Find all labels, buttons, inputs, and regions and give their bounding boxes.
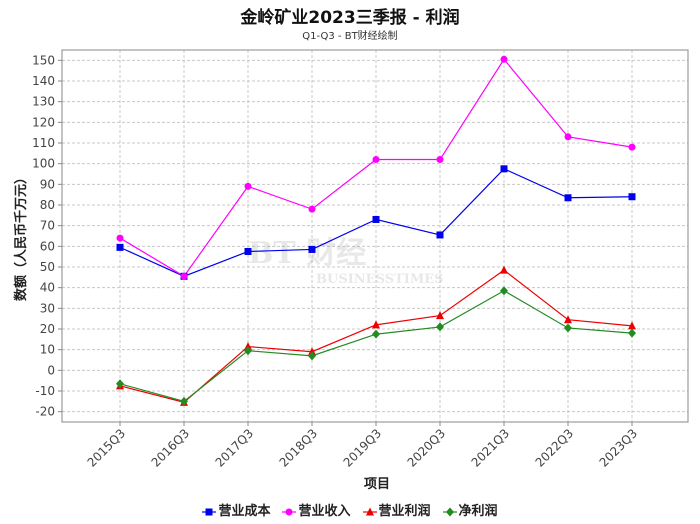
data-point [116, 243, 124, 251]
y-tick-label: 130 [32, 95, 55, 109]
data-point [308, 245, 316, 253]
y-tick-label: 10 [40, 343, 55, 357]
legend-label: 净利润 [458, 504, 498, 519]
y-tick-label: 140 [32, 74, 55, 88]
x-tick-label: 2019Q3 [341, 426, 385, 470]
y-tick-label: 0 [47, 363, 55, 377]
data-point [436, 322, 444, 332]
y-axis-label: 数额（人民币千万元） [13, 171, 29, 301]
svg-text:BUSINESSTIMES: BUSINESSTIMES [316, 272, 444, 287]
legend-marker-icon [442, 507, 457, 516]
data-point [308, 347, 316, 356]
y-tick-label: 150 [32, 53, 55, 67]
data-point [500, 265, 508, 274]
x-tick-label: 2020Q3 [405, 426, 449, 470]
x-axis-label: 项目 [364, 477, 390, 492]
plot-frame [61, 49, 689, 423]
x-tick-label: 2017Q3 [213, 426, 257, 470]
data-point [308, 351, 316, 361]
legend-marker-icon [362, 507, 377, 515]
legend-label: 营业成本 [218, 504, 271, 519]
data-point [436, 231, 444, 239]
data-point [500, 55, 508, 63]
legend-label: 营业收入 [298, 504, 351, 519]
data-point [500, 286, 508, 296]
data-point [436, 156, 444, 164]
data-point [244, 342, 252, 351]
legend-item: 营业成本 [202, 500, 270, 519]
data-point [372, 156, 380, 164]
data-point [628, 193, 636, 201]
y-tick-label: -10 [35, 384, 55, 398]
legend-item: 净利润 [442, 500, 498, 519]
data-point [244, 182, 252, 190]
y-tick-label: 90 [40, 177, 55, 191]
y-tick-label: -20 [35, 405, 55, 419]
bt-watermark: BT 财经 BUSINESSTIMES [248, 236, 444, 287]
legend-item: 营业收入 [282, 500, 351, 519]
y-tick-label: 60 [40, 239, 55, 253]
data-point [628, 328, 636, 338]
y-tick-label: 80 [40, 198, 55, 212]
data-point [372, 215, 380, 223]
data-point [564, 323, 572, 333]
y-tick-label: 40 [40, 281, 55, 295]
data-point [564, 315, 572, 324]
x-tick-label: 2021Q3 [469, 426, 513, 470]
x-tick-label: 2022Q3 [533, 426, 577, 470]
legend-label: 营业利润 [378, 504, 431, 519]
data-point [244, 248, 252, 255]
x-tick-label: 2018Q3 [277, 426, 321, 470]
y-tick-label: 120 [32, 115, 55, 129]
data-point [628, 143, 636, 151]
chart-title: 金岭矿业2023三季报 - 利润 [240, 8, 460, 28]
series-markers [116, 55, 636, 406]
data-point [628, 321, 636, 330]
data-point [244, 346, 252, 356]
x-tick-label: 2023Q3 [597, 426, 641, 470]
y-tick-label: 30 [40, 301, 55, 315]
legend: 营业成本 营业收入 营业利润 净利润 [0, 500, 700, 519]
x-axis-ticks: 2015Q3 2016Q3 2017Q3 2018Q3 2019Q3 2020Q3 2021… [85, 422, 641, 470]
data-point [436, 311, 444, 320]
data-point [116, 379, 124, 389]
chart-area: BT 财经 BUSINESSTIMES -20 -10 0 10 20 30 40 50 60 7… [13, 49, 689, 492]
y-axis-ticks: -20 -10 0 10 20 30 40 50 60 70 80 90 100 110 120 130 140… [32, 53, 62, 419]
data-point [116, 234, 124, 242]
legend-item: 营业利润 [362, 500, 431, 519]
y-tick-label: 70 [40, 219, 55, 233]
data-point [180, 272, 188, 280]
data-point [372, 320, 380, 329]
x-tick-label: 2015Q3 [85, 426, 129, 470]
data-point [372, 329, 380, 339]
svg-text:BT 财经: BT 财经 [248, 236, 366, 271]
x-tick-label: 2016Q3 [149, 426, 193, 470]
legend-marker-icon [202, 508, 217, 515]
data-point [308, 205, 316, 213]
data-point [564, 194, 572, 202]
chart-subtitle: Q1-Q3 - BT财经绘制 [302, 31, 398, 42]
legend-marker-icon [282, 508, 297, 515]
y-tick-label: 100 [32, 157, 55, 171]
data-point [180, 396, 188, 406]
plot-background [62, 50, 688, 422]
y-tick-label: 110 [32, 136, 55, 150]
y-tick-label: 50 [40, 260, 55, 274]
data-point [500, 165, 508, 173]
data-point [564, 133, 572, 141]
y-tick-label: 20 [40, 322, 55, 336]
